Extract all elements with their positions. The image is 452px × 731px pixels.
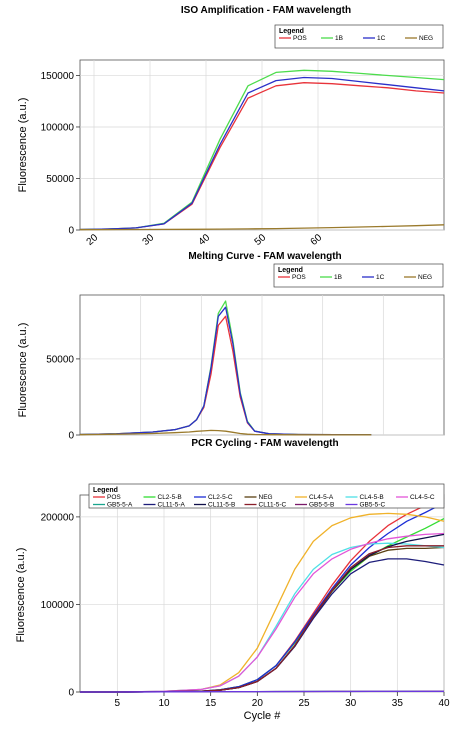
- y-axis-label: Fluorescence (a.u.): [17, 323, 29, 418]
- legend-item-label: CL11-5-C: [259, 502, 287, 509]
- legend-item-label: POS: [293, 35, 307, 42]
- x-tick-label: 25: [298, 698, 310, 709]
- x-tick-label: 40: [438, 698, 450, 709]
- series-line-1c: [79, 76, 445, 231]
- legend-item-label: NEG: [418, 274, 432, 281]
- legend-item-label: CL2-5-B: [158, 494, 182, 501]
- y-axis-label: Fluorescence (a.u.): [15, 548, 27, 643]
- x-tick-label: 60: [309, 232, 325, 248]
- legend-item-label: POS: [292, 274, 306, 281]
- legend-item-label: GB5-5-C: [360, 502, 386, 509]
- chart-title: PCR Cycling - FAM wavelength: [191, 438, 338, 449]
- x-tick-label: 40: [197, 232, 213, 248]
- series-line-cl4-5-c: [80, 532, 445, 693]
- x-axis-label: Cycle #: [244, 710, 282, 722]
- legend-item-label: GB5-5-A: [107, 502, 133, 509]
- legend-item-label: 1B: [334, 274, 342, 281]
- legend-item-label: 1C: [376, 274, 385, 281]
- x-tick-label: 30: [345, 698, 357, 709]
- chart-iso: ISO Amplification - FAM wavelength 0 50000…: [17, 5, 445, 248]
- x-tick-label: 5: [115, 698, 121, 709]
- x-tick-label: 20: [252, 698, 264, 709]
- x-tick-label: 10: [158, 698, 170, 709]
- legend-item-label: 1B: [335, 35, 343, 42]
- y-tick-label: 100000: [41, 600, 75, 611]
- y-tick-label: 150000: [41, 71, 75, 82]
- chart-melt: Melting Curve - FAM wavelength 0 50000 Fluo…: [17, 251, 445, 442]
- series-line-gb5-5-c: [80, 690, 444, 693]
- legend-item-label: 1C: [377, 35, 386, 42]
- legend-item-label: CL11-5-B: [208, 502, 235, 509]
- legend-item-label: POS: [107, 494, 121, 501]
- chart-title: Melting Curve - FAM wavelength: [188, 251, 341, 262]
- legend-item-label: CL2-5-C: [208, 494, 233, 501]
- legend-title: Legend: [279, 28, 304, 35]
- series-line-neg: [79, 429, 372, 436]
- x-tick-label: 35: [392, 698, 404, 709]
- chart-pcr: PCR Cycling - FAM wavelength 0 100000 20000…: [15, 438, 450, 722]
- legend-item-label: CL4-5-C: [410, 494, 435, 501]
- legend-item-label: CL4-5-A: [309, 494, 334, 501]
- x-tick-label: 15: [205, 698, 217, 709]
- series-line-1c: [79, 306, 372, 436]
- x-tick-label: 20: [85, 232, 101, 248]
- chart-title: ISO Amplification - FAM wavelength: [181, 5, 351, 16]
- y-tick-label: 50000: [46, 174, 74, 185]
- y-tick-label: 200000: [41, 512, 75, 523]
- plot-frame: [79, 494, 445, 693]
- y-tick-label: 50000: [46, 354, 74, 365]
- x-tick-label: 50: [253, 232, 269, 248]
- y-tick-label: 0: [68, 688, 74, 699]
- y-tick-label: 0: [68, 431, 74, 442]
- legend-title: Legend: [93, 487, 118, 494]
- series-line-neg: [79, 224, 445, 231]
- y-tick-label: 100000: [41, 122, 75, 133]
- legend-item-label: NEG: [259, 494, 273, 501]
- legend-title: Legend: [278, 267, 303, 274]
- legend-box: [274, 24, 444, 49]
- legend-item-label: CL4-5-B: [360, 494, 384, 501]
- y-axis-label: Fluorescence (a.u.): [17, 98, 29, 193]
- legend-item-label: CL11-5-A: [158, 502, 186, 509]
- legend-box: [273, 263, 444, 288]
- legend-item-label: NEG: [419, 35, 433, 42]
- legend-item-label: GB5-5-B: [309, 502, 334, 509]
- x-tick-label: 30: [141, 232, 157, 248]
- y-tick-label: 0: [68, 226, 74, 237]
